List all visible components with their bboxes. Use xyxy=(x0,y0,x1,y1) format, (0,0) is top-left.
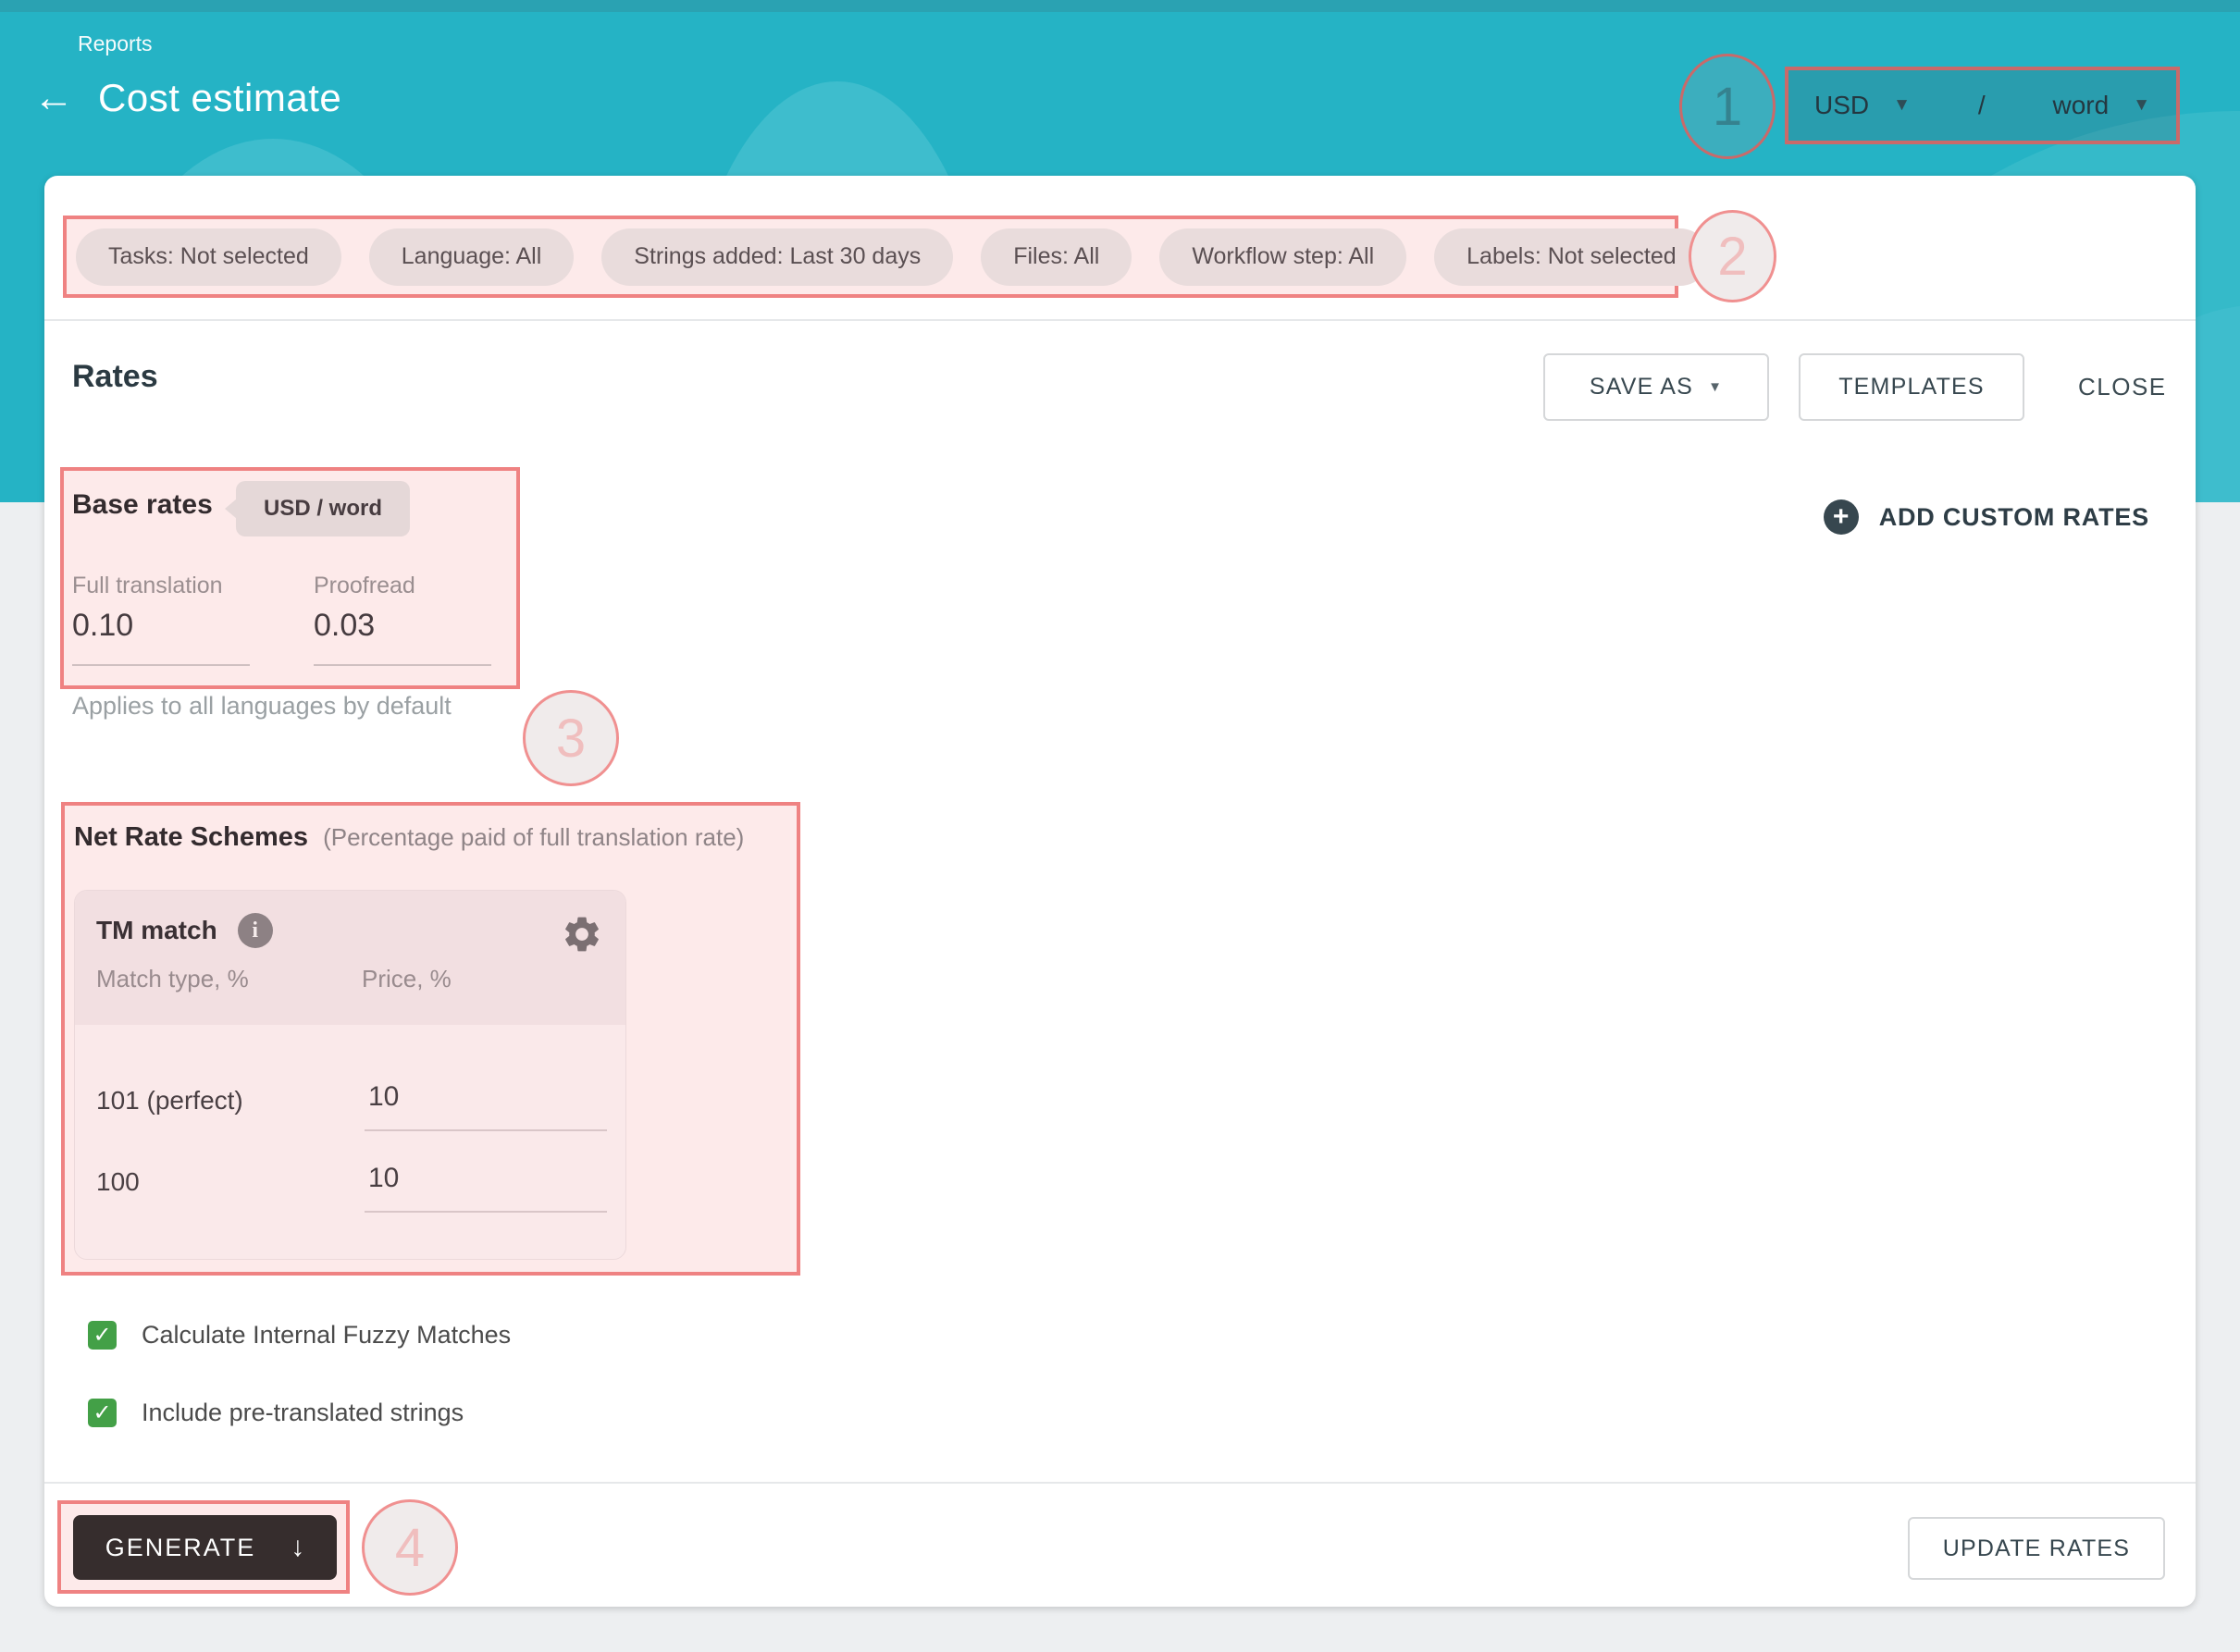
match-type-100: 100 xyxy=(96,1167,140,1196)
gear-icon[interactable] xyxy=(561,913,603,955)
filter-chip-strings-added[interactable]: Strings added: Last 30 days xyxy=(601,228,954,286)
filter-chip-files[interactable]: Files: All xyxy=(981,228,1132,286)
annotation-step-2: 2 xyxy=(1689,210,1776,302)
price-101-input[interactable]: 10 xyxy=(365,1081,607,1131)
option-include-pretranslated[interactable]: ✓ Include pre-translated strings xyxy=(88,1399,464,1427)
match-type-101: 101 (perfect) xyxy=(96,1086,243,1115)
filter-chip-tasks[interactable]: Tasks: Not selected xyxy=(76,228,341,286)
templates-button[interactable]: TEMPLATES xyxy=(1799,353,2024,421)
generate-button[interactable]: GENERATE ↓ xyxy=(73,1515,337,1580)
currency-dropdown[interactable]: USD ▼ xyxy=(1814,91,1911,120)
base-rates-title: Base rates xyxy=(72,489,213,520)
page-header: Reports ← Cost estimate 1 USD ▼ / word ▼ xyxy=(0,0,2240,502)
price-100-input[interactable]: 10 xyxy=(365,1163,607,1213)
price-column-header: Price, % xyxy=(362,965,452,992)
add-custom-rates-button[interactable]: + ADD CUSTOM RATES xyxy=(1823,499,2149,535)
proofread-label: Proofread xyxy=(314,573,415,598)
unit-value: word xyxy=(2052,91,2110,119)
full-translation-field: Full translation 0.10 xyxy=(72,573,250,666)
full-translation-label: Full translation xyxy=(72,573,223,598)
currency-value: USD xyxy=(1814,91,1870,119)
net-rate-schemes-subtitle: (Percentage paid of full translation rat… xyxy=(323,823,745,851)
proofread-field: Proofread 0.03 xyxy=(314,573,491,666)
tm-match-title: TM match xyxy=(96,916,217,944)
currency-unit-separator: / xyxy=(1977,91,1986,119)
checkbox-checked-icon[interactable]: ✓ xyxy=(88,1321,117,1350)
unit-dropdown[interactable]: word ▼ xyxy=(2052,91,2150,120)
update-rates-button[interactable]: UPDATE RATES xyxy=(1908,1517,2165,1580)
save-as-button[interactable]: SAVE AS ▼ xyxy=(1543,353,1769,421)
cost-estimate-card: Tasks: Not selected Language: All String… xyxy=(44,176,2196,1607)
checkbox-checked-icon[interactable]: ✓ xyxy=(88,1399,117,1427)
top-strip xyxy=(0,0,2240,12)
tm-match-card: TM match i Match type, % Price, % 101 (p… xyxy=(74,890,626,1260)
base-rates-highlight-region: Base rates USD / word Full translation 0… xyxy=(60,467,520,689)
base-rates-note: Applies to all languages by default xyxy=(72,692,452,720)
back-arrow-icon[interactable]: ← xyxy=(33,75,74,120)
tm-match-card-header xyxy=(75,891,625,1025)
net-rate-schemes-title: Net Rate Schemes xyxy=(74,822,309,852)
generate-highlight-region: GENERATE ↓ xyxy=(57,1500,350,1594)
rates-section-title: Rates xyxy=(72,359,158,394)
base-rates-unit-badge: USD / word xyxy=(224,481,411,536)
breadcrumb[interactable]: Reports xyxy=(78,31,153,55)
filter-chip-language[interactable]: Language: All xyxy=(368,228,575,286)
plus-icon: + xyxy=(1823,499,1859,535)
full-translation-input[interactable]: 0.10 xyxy=(72,608,250,666)
filter-chip-labels[interactable]: Labels: Not selected xyxy=(1434,228,1709,286)
chevron-down-icon: ▼ xyxy=(1708,379,1724,395)
download-arrow-icon: ↓ xyxy=(291,1532,305,1562)
filter-chip-workflow-step[interactable]: Workflow step: All xyxy=(1159,228,1407,286)
divider xyxy=(44,1482,2196,1484)
info-icon[interactable]: i xyxy=(237,913,273,948)
proofread-input[interactable]: 0.03 xyxy=(314,608,491,666)
page-title: Cost estimate xyxy=(98,76,342,119)
match-type-column-header: Match type, % xyxy=(96,965,249,992)
option-internal-fuzzy-matches[interactable]: ✓ Calculate Internal Fuzzy Matches xyxy=(88,1321,511,1350)
filters-highlight-region: Tasks: Not selected Language: All String… xyxy=(63,216,1709,298)
net-rate-schemes-highlight-region: Net Rate Schemes (Percentage paid of ful… xyxy=(61,802,800,1276)
annotation-step-1: 1 xyxy=(1679,54,1776,159)
currency-unit-selector: USD ▼ / word ▼ xyxy=(1785,67,2180,144)
chevron-down-icon: ▼ xyxy=(2133,95,2150,115)
annotation-step-4: 4 xyxy=(362,1499,458,1596)
divider xyxy=(44,319,2196,321)
annotation-step-3: 3 xyxy=(523,690,619,786)
close-button[interactable]: CLOSE xyxy=(2078,373,2167,401)
chevron-down-icon: ▼ xyxy=(1893,95,1911,115)
